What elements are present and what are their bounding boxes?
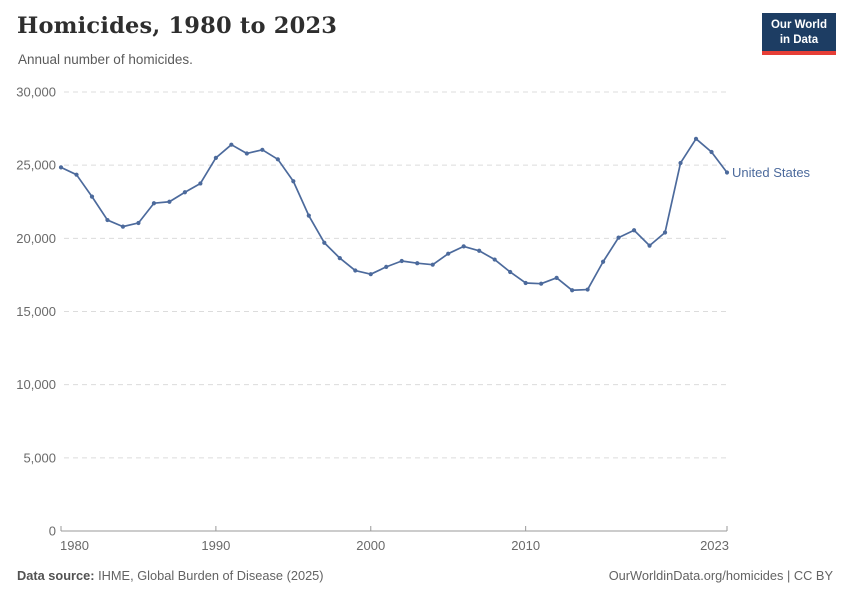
- chart-subtitle: Annual number of homicides.: [18, 52, 193, 67]
- data-point[interactable]: [616, 235, 621, 240]
- data-point[interactable]: [260, 147, 265, 152]
- data-point[interactable]: [120, 224, 126, 229]
- data-point[interactable]: [167, 199, 172, 204]
- data-point[interactable]: [322, 240, 327, 245]
- data-point[interactable]: [182, 190, 188, 195]
- y-tick-label: 25,000: [16, 158, 56, 173]
- data-point[interactable]: [353, 268, 358, 273]
- data-point[interactable]: [384, 264, 389, 269]
- data-point[interactable]: [508, 269, 513, 275]
- owid-logo-red-bar: [761, 51, 836, 56]
- data-point[interactable]: [554, 275, 559, 280]
- data-point[interactable]: [477, 248, 482, 253]
- data-point[interactable]: [662, 230, 668, 235]
- data-point[interactable]: [461, 244, 466, 249]
- y-tick-label: 10,000: [16, 377, 56, 392]
- data-point[interactable]: [693, 136, 699, 141]
- page-title: Homicides, 1980 to 2023: [17, 13, 338, 39]
- data-point[interactable]: [136, 220, 141, 226]
- data-point[interactable]: [244, 151, 249, 156]
- owid-logo-text: Our World in Data: [762, 13, 836, 51]
- data-point[interactable]: [600, 259, 606, 264]
- data-point[interactable]: [678, 160, 683, 166]
- data-point[interactable]: [523, 280, 528, 286]
- data-point[interactable]: [74, 172, 79, 177]
- data-point[interactable]: [306, 213, 311, 218]
- data-point[interactable]: [399, 258, 404, 264]
- data-point[interactable]: [631, 228, 637, 233]
- data-point[interactable]: [724, 170, 730, 175]
- y-tick-label: 30,000: [16, 85, 56, 100]
- y-tick-label: 5,000: [23, 450, 56, 465]
- data-point[interactable]: [368, 272, 373, 277]
- data-source-line[interactable]: Data source: IHME, Global Burden of Dise…: [17, 568, 324, 583]
- data-point[interactable]: [229, 142, 234, 147]
- data-point[interactable]: [105, 217, 110, 223]
- data-point[interactable]: [213, 155, 218, 160]
- owid-logo[interactable]: Our World in Data: [761, 13, 836, 56]
- data-point[interactable]: [337, 255, 342, 261]
- y-tick-label: 20,000: [16, 231, 56, 246]
- data-point[interactable]: [198, 181, 203, 186]
- x-tick-label: 2000: [356, 538, 385, 553]
- y-tick-label: 0: [49, 524, 56, 539]
- x-tick-label: 2010: [511, 538, 540, 553]
- data-point[interactable]: [585, 287, 590, 292]
- data-point[interactable]: [570, 288, 575, 293]
- data-point[interactable]: [647, 243, 652, 248]
- data-point[interactable]: [492, 257, 497, 262]
- data-point[interactable]: [58, 165, 64, 170]
- data-point[interactable]: [415, 261, 420, 266]
- data-point[interactable]: [430, 262, 435, 267]
- x-tick-label: 2023: [700, 538, 729, 553]
- data-source-label: Data source:: [17, 568, 95, 583]
- x-tick-label: 1990: [201, 538, 230, 553]
- footer-link[interactable]: OurWorldinData.org/homicides | CC BY: [608, 568, 833, 583]
- entity-label[interactable]: United States: [732, 165, 811, 180]
- data-point[interactable]: [291, 179, 296, 184]
- data-point[interactable]: [539, 281, 544, 286]
- x-tick-label: 1980: [60, 538, 89, 553]
- data-source-value: IHME, Global Burden of Disease (2025): [94, 568, 324, 583]
- data-point[interactable]: [446, 251, 451, 256]
- owid-logo-line2: in Data: [779, 34, 819, 47]
- y-tick-label: 15,000: [16, 304, 56, 319]
- data-point[interactable]: [275, 157, 280, 162]
- data-point[interactable]: [89, 194, 95, 199]
- data-line[interactable]: [60, 137, 728, 292]
- owid-logo-line1: Our World: [770, 19, 827, 31]
- data-point[interactable]: [151, 201, 157, 206]
- data-point[interactable]: [709, 149, 714, 155]
